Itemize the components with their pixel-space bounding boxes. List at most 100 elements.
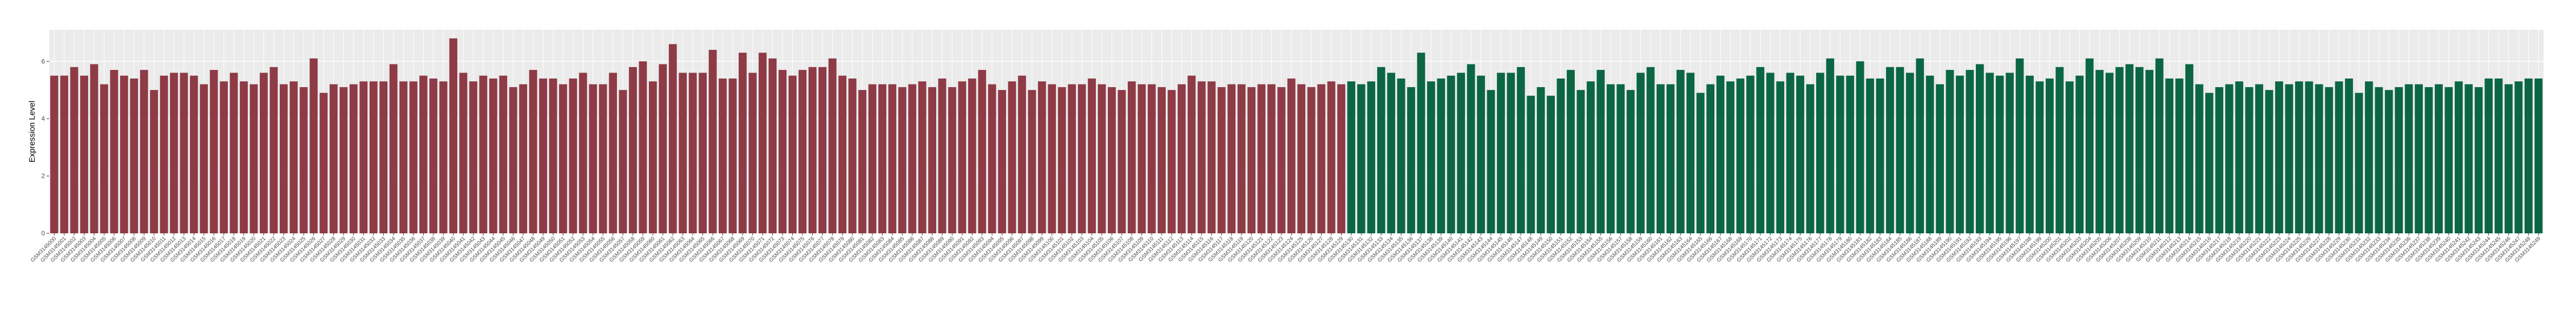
bar <box>1676 70 1685 233</box>
bar <box>2364 81 2373 233</box>
bar <box>908 84 917 233</box>
bar <box>1836 75 1844 233</box>
bar <box>1118 90 1126 233</box>
y-tick-label: 6 <box>41 57 45 65</box>
bar <box>1158 87 1166 233</box>
bar <box>768 58 777 233</box>
bar <box>1596 70 1605 233</box>
bar <box>1018 75 1026 233</box>
bar <box>290 81 298 233</box>
bar <box>319 93 328 233</box>
bar <box>1068 84 1076 233</box>
bar <box>1057 87 1066 233</box>
bar <box>998 90 1007 233</box>
bar <box>1347 81 1356 233</box>
bar <box>2035 81 2044 233</box>
y-tick-label: 4 <box>41 115 45 122</box>
bar <box>259 73 268 233</box>
bar <box>1516 67 1525 234</box>
bar <box>389 64 398 234</box>
bar <box>439 81 448 233</box>
bar <box>1746 75 1754 233</box>
bar <box>209 70 218 233</box>
bar <box>1038 81 1046 233</box>
bar <box>1886 67 1894 234</box>
bar <box>399 81 408 233</box>
bar <box>1307 87 1316 233</box>
bar <box>2415 84 2423 233</box>
bar <box>1576 90 1585 233</box>
bar <box>2375 87 2383 233</box>
bar <box>1666 84 1675 233</box>
bar <box>2095 70 2104 233</box>
bar <box>659 64 667 234</box>
bar <box>1237 84 1246 233</box>
bar <box>2235 81 2244 233</box>
bar <box>1467 64 1475 234</box>
bar <box>50 75 58 233</box>
bar <box>100 84 108 233</box>
bar <box>2165 78 2174 233</box>
bar <box>988 84 996 233</box>
bar <box>240 81 248 233</box>
bar <box>1826 58 1835 233</box>
bar <box>579 73 587 233</box>
bar <box>1317 84 1325 233</box>
bar <box>519 84 528 233</box>
bar <box>2215 87 2224 233</box>
bar <box>589 84 597 233</box>
bar <box>529 70 537 233</box>
bar <box>499 75 508 233</box>
bar <box>2514 81 2523 233</box>
bar <box>748 73 757 233</box>
bar <box>349 84 358 233</box>
bar <box>1167 90 1176 233</box>
bar <box>2125 64 2134 234</box>
bar <box>679 73 687 233</box>
bar <box>1098 84 1106 233</box>
bar <box>688 73 697 233</box>
bar <box>180 73 188 233</box>
bar <box>2435 84 2443 233</box>
bar <box>419 75 428 233</box>
bar <box>1008 81 1016 233</box>
bar <box>2474 87 2483 233</box>
bar <box>668 44 677 233</box>
bar <box>808 67 817 234</box>
bar <box>948 87 956 233</box>
bar <box>1127 81 1136 233</box>
bar <box>1756 67 1765 234</box>
bar <box>1796 75 1804 233</box>
bar <box>200 84 208 233</box>
bar <box>1207 81 1216 233</box>
bar <box>469 81 477 233</box>
bar <box>1447 75 1455 233</box>
bar <box>1896 67 1904 234</box>
bar <box>1257 84 1266 233</box>
bar <box>1637 73 1645 233</box>
bar <box>1946 70 1954 233</box>
bar <box>310 58 318 233</box>
bar <box>2225 84 2233 233</box>
bar <box>1287 78 1296 233</box>
bar <box>429 78 438 233</box>
bar <box>1247 87 1256 233</box>
bar <box>1028 90 1036 233</box>
bar <box>2384 90 2393 233</box>
bar <box>788 75 797 233</box>
bar <box>2315 84 2323 233</box>
bar <box>1417 53 1425 233</box>
bar <box>2505 84 2513 233</box>
bar <box>449 38 458 233</box>
bar <box>1187 75 1196 233</box>
bar <box>1477 75 1485 233</box>
bar <box>60 75 69 233</box>
bar <box>299 87 308 233</box>
bar <box>1536 87 1545 233</box>
bar <box>2485 78 2493 233</box>
bar <box>848 78 857 233</box>
bar <box>1586 81 1595 233</box>
bar <box>2325 87 2334 233</box>
bar <box>70 67 78 234</box>
